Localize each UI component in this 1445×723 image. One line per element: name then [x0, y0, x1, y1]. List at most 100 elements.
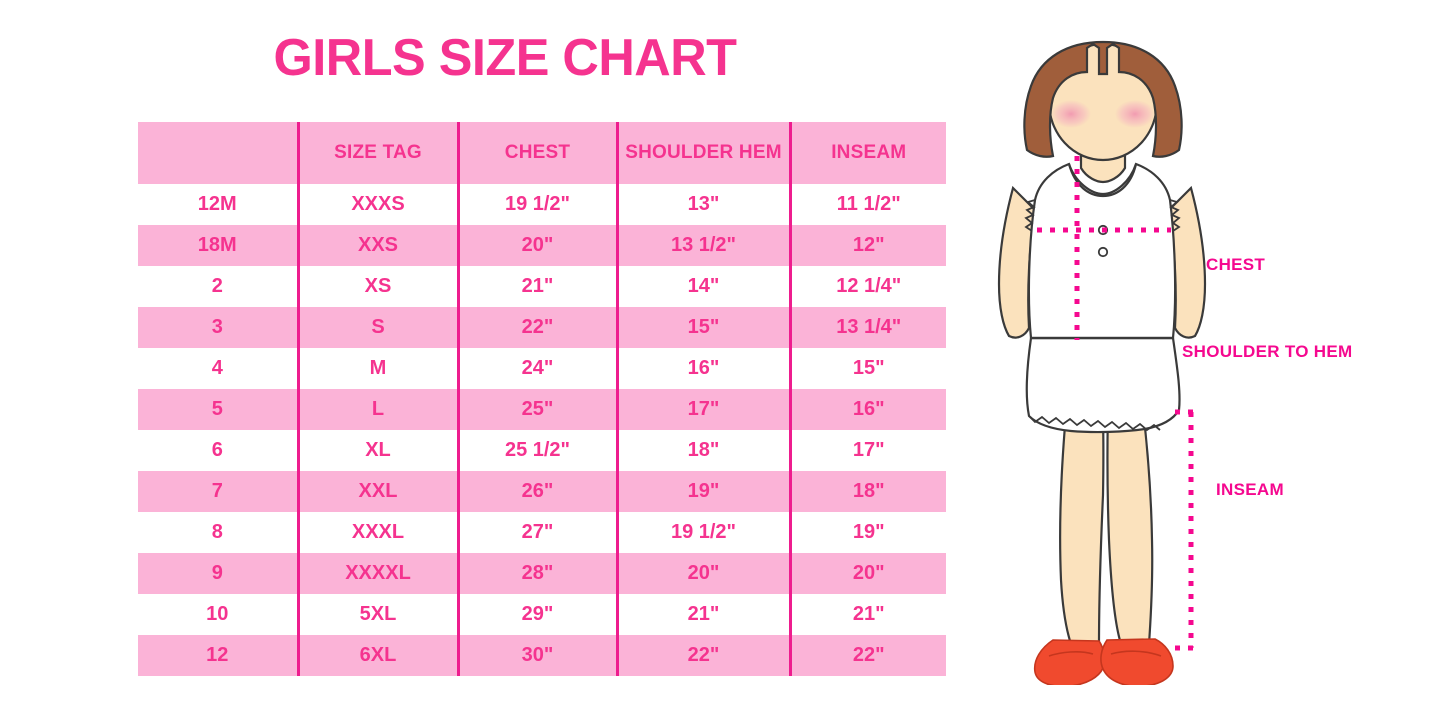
- cell-shoulder-hem: 18": [615, 430, 790, 471]
- cell-inseam-label: 18": [852, 480, 885, 502]
- cell-inseam-label: 12": [852, 234, 885, 256]
- cell-shoulder-hem-label: 20": [687, 562, 720, 584]
- cell-shoulder-hem: 20": [615, 553, 790, 594]
- cell-chest: 22": [456, 307, 617, 348]
- cell-size-tag: XXXL: [296, 512, 458, 553]
- cell-size-tag-label: XXXL: [351, 521, 405, 543]
- cell-size: 8: [138, 512, 298, 553]
- cell-chest: 24": [456, 348, 617, 389]
- cell-size-tag-label: XL: [365, 439, 391, 461]
- cell-size-label: 10: [206, 603, 229, 625]
- cell-size: 2: [138, 266, 298, 307]
- cell-size-tag-label: S: [371, 316, 385, 338]
- cell-shoulder-hem-label: 16": [687, 357, 720, 379]
- cell-inseam: 12": [788, 225, 946, 266]
- cell-inseam-label: 13 1/4": [836, 316, 902, 338]
- cell-inseam-label: 11 1/2": [836, 193, 901, 215]
- cell-shoulder-hem: 15": [615, 307, 790, 348]
- cell-size-tag: 6XL: [296, 635, 458, 676]
- hair-shape: [1023, 40, 1183, 158]
- cell-chest-label: 20": [521, 234, 554, 256]
- cell-shoulder-hem-label: 22": [687, 644, 720, 666]
- cell-shoulder-hem-label: 18": [687, 439, 720, 461]
- cell-shoulder-hem-label: 19": [687, 480, 720, 502]
- cell-chest-label: 24": [521, 357, 554, 379]
- cell-shoulder-hem: 14": [615, 266, 790, 307]
- cell-chest: 30": [456, 635, 617, 676]
- cell-chest: 28": [456, 553, 617, 594]
- cell-size-tag: XL: [296, 430, 458, 471]
- cell-shoulder-hem-label: 13": [687, 193, 720, 215]
- red-shoes-shape: [1033, 638, 1174, 685]
- cell-shoulder-hem-label: 13 1/2": [670, 234, 737, 256]
- cell-inseam: 16": [788, 389, 946, 430]
- page-title: GIRLS SIZE CHART: [273, 29, 737, 87]
- ruffled-bottoms-shape: [1025, 336, 1181, 434]
- blush-left: [1051, 100, 1091, 128]
- cell-inseam-label: 19": [852, 521, 885, 543]
- button-bottom: [1097, 246, 1109, 258]
- cell-size: 6: [138, 430, 298, 471]
- cell-inseam: 15": [788, 348, 946, 389]
- cell-size-tag-label: XXS: [357, 234, 399, 256]
- cell-chest-label: 27": [521, 521, 554, 543]
- cell-size: 12: [138, 635, 298, 676]
- table-row: 18M XXS 20" 13 1/2" 12": [138, 225, 946, 266]
- legs-shape: [1059, 368, 1154, 646]
- cell-chest-label: 25 1/2": [504, 439, 571, 461]
- cell-shoulder-hem: 19": [615, 471, 790, 512]
- cell-inseam: 20": [788, 553, 946, 594]
- cell-shoulder-hem: 16": [615, 348, 790, 389]
- cell-size-tag: XXL: [296, 471, 458, 512]
- cell-shoulder-hem-label: 21": [687, 603, 720, 625]
- cell-inseam-label: 21": [852, 603, 885, 625]
- column-header-chest: CHEST: [456, 122, 617, 184]
- cell-chest: 25 1/2": [456, 430, 617, 471]
- cell-inseam: 21": [788, 594, 946, 635]
- table-row: 4 M 24" 16" 15": [138, 348, 946, 389]
- cell-inseam: 17": [788, 430, 946, 471]
- column-header-shoulder-hem-label: SHOULDER HEM: [625, 142, 782, 163]
- girl-figure-illustration: [975, 40, 1235, 685]
- cell-inseam: 22": [788, 635, 946, 676]
- size-chart-table: SIZE TAG CHEST SHOULDER HEM INSEAM 12M XX…: [138, 122, 946, 676]
- cell-chest-label: 21": [521, 275, 554, 297]
- cell-size-tag: L: [296, 389, 458, 430]
- cell-chest-label: 28": [521, 562, 554, 584]
- cell-chest: 27": [456, 512, 617, 553]
- cell-chest-label: 19 1/2": [504, 193, 571, 215]
- blush-right: [1115, 100, 1155, 128]
- cell-chest-label: 25": [521, 398, 554, 420]
- table-row: 10 5XL 29" 21" 21": [138, 594, 946, 635]
- cell-size-tag-label: 6XL: [359, 644, 397, 666]
- cell-size-tag-label: XXL: [358, 480, 398, 502]
- cell-chest: 19 1/2": [456, 184, 617, 225]
- cell-size-tag: XXS: [296, 225, 458, 266]
- table-body: 12M XXXS 19 1/2" 13" 11 1/2" 18M XXS 20" 13 1/2"…: [138, 184, 946, 676]
- cell-shoulder-hem: 21": [615, 594, 790, 635]
- cell-size-tag: 5XL: [296, 594, 458, 635]
- cell-size: 10: [138, 594, 298, 635]
- cell-shoulder-hem: 13": [615, 184, 790, 225]
- cell-chest-label: 29": [521, 603, 554, 625]
- cell-size-label: 4: [211, 357, 223, 379]
- cell-size-tag-label: XS: [364, 275, 392, 297]
- cell-size: 18M: [138, 225, 298, 266]
- callout-label-inseam: INSEAM: [1216, 480, 1284, 499]
- cell-size-tag-label: XXXXL: [345, 562, 411, 584]
- cell-chest: 25": [456, 389, 617, 430]
- cell-inseam-label: 20": [852, 562, 885, 584]
- cell-shoulder-hem: 22": [615, 635, 790, 676]
- cell-size: 5: [138, 389, 298, 430]
- cell-size-label: 12M: [197, 193, 237, 215]
- callout-label-shoulder-to-hem: SHOULDER TO HEM: [1182, 342, 1353, 361]
- cell-shoulder-hem: 19 1/2": [615, 512, 790, 553]
- cell-size: 3: [138, 307, 298, 348]
- cell-size-tag: XXXXL: [296, 553, 458, 594]
- column-header-size-tag: SIZE TAG: [296, 122, 458, 184]
- cell-inseam-label: 12 1/4": [836, 275, 902, 297]
- cell-size: 4: [138, 348, 298, 389]
- cell-size-label: 12: [206, 644, 229, 666]
- cell-size-label: 6: [211, 439, 223, 461]
